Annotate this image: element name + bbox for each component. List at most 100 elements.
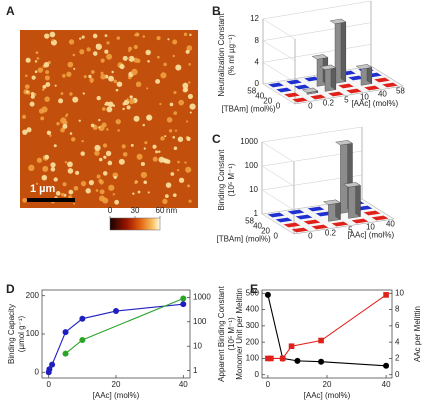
afm-particle [121, 144, 126, 149]
afm-particle [22, 114, 27, 119]
afm-particle [143, 147, 146, 150]
afm-particle [44, 96, 50, 102]
afm-particle [185, 49, 190, 54]
x-tick-label: 20 [112, 380, 121, 389]
afm-particle [22, 129, 28, 135]
afm-particle [88, 74, 92, 79]
afm-particle [133, 115, 140, 122]
afm-particle [145, 49, 151, 56]
floor-marker [331, 221, 349, 227]
afm-particle [88, 180, 95, 186]
y2-tick-label: 10 [395, 288, 404, 297]
afm-particle [128, 57, 131, 60]
grid-line [261, 141, 295, 163]
y2-tick-label: 10 [193, 341, 202, 350]
afm-particle [177, 136, 184, 143]
y-axis-title: Monomer Unit per Melittin [235, 288, 244, 380]
afm-particle [134, 181, 138, 185]
afm-particle [155, 78, 161, 84]
z-tick-label: 0 [274, 231, 279, 240]
afm-particle [44, 33, 50, 39]
afm-particle [24, 84, 30, 90]
floor-marker [275, 217, 293, 223]
afm-particle [58, 98, 64, 104]
afm-particle [187, 184, 191, 188]
point [79, 336, 86, 343]
afm-particle [37, 67, 44, 73]
y-tick-label: 200 [26, 291, 40, 300]
afm-particle [164, 135, 167, 138]
afm-particle [119, 63, 125, 70]
afm-particle [81, 139, 84, 143]
afm-particle [79, 49, 85, 55]
afm-particle [95, 189, 99, 192]
grid-line [262, 83, 296, 105]
afm-particle [60, 92, 64, 95]
afm-particle [46, 130, 52, 135]
y2-tick-label: 2 [395, 354, 400, 363]
bar-top [323, 199, 341, 205]
afm-particle [89, 77, 94, 83]
y-tick-label: 100 [246, 354, 260, 363]
afm-particle [186, 136, 191, 142]
y-axis-title: (10⁵ M⁻¹) [227, 163, 236, 197]
y2-axis-title: AAc per Melittin [413, 306, 422, 362]
bar-top [311, 54, 329, 60]
grid-line [262, 22, 372, 41]
x-tick-label: 40 [386, 220, 395, 229]
afm-particle [131, 68, 138, 76]
afm-particle [75, 170, 80, 175]
point [294, 357, 301, 364]
afm-particle [136, 153, 143, 160]
point [180, 295, 187, 302]
afm-particle [164, 194, 169, 199]
x-tick-label: 40 [378, 90, 387, 99]
afm-particle [144, 141, 148, 145]
afm-particle [90, 70, 95, 74]
floor-marker [311, 224, 329, 230]
afm-particle [129, 95, 133, 99]
afm-particle [152, 156, 158, 162]
afm-particle [100, 74, 106, 80]
point [383, 292, 389, 298]
z-tick-label: 40 [255, 91, 264, 100]
afm-particle [184, 161, 187, 164]
bar [323, 199, 341, 222]
bar-side [340, 18, 346, 82]
scale-bar [27, 198, 75, 202]
afm-particle [118, 158, 125, 165]
afm-particle [96, 174, 101, 179]
afm-particle [54, 84, 57, 87]
afm-particle [126, 105, 131, 110]
afm-particle [104, 49, 109, 54]
x-tick-label: 10 [366, 223, 375, 232]
afm-particle [50, 167, 56, 172]
afm-particle [40, 116, 45, 121]
afm-particle [100, 58, 105, 63]
bar [319, 64, 337, 92]
afm-particle [189, 33, 192, 37]
floor-marker [348, 75, 364, 81]
y2-tick-label: 8 [395, 305, 400, 314]
afm-particle [112, 172, 119, 179]
afm-particle [106, 41, 110, 45]
afm-particle [142, 123, 145, 127]
y-tick-label: 1000 [240, 137, 258, 146]
bar [329, 18, 347, 84]
bar [343, 182, 361, 219]
afm-particle [177, 160, 180, 164]
afm-particle [62, 182, 67, 187]
grid-line [261, 165, 295, 187]
afm-particle [34, 60, 38, 63]
afm-particle [160, 72, 167, 79]
floor-marker [292, 97, 308, 103]
afm-particle [116, 81, 123, 88]
afm-particle [155, 150, 159, 154]
afm-particle [128, 98, 135, 105]
afm-particle [69, 132, 73, 135]
afm-particle [185, 166, 192, 173]
afm-particle [183, 32, 188, 37]
afm-particle [172, 54, 175, 58]
afm-particle [60, 192, 65, 197]
x-tick-label: 0.2 [325, 229, 337, 238]
